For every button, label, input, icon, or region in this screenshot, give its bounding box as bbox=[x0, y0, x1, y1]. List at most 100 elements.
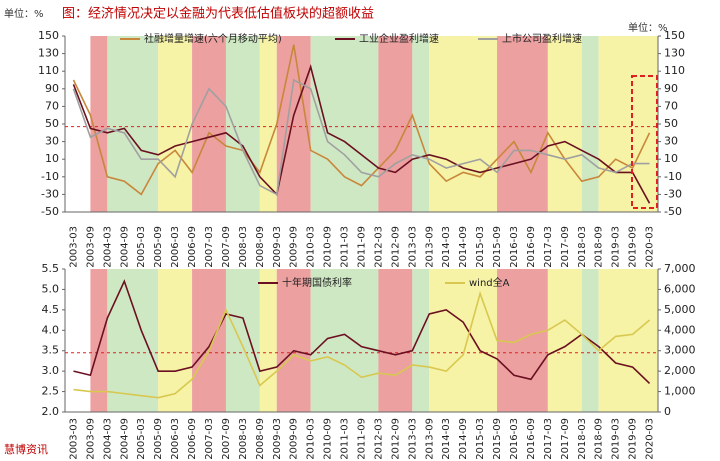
x-tick-label: 2014-03 bbox=[441, 226, 452, 268]
x-tick-label: 2011-03 bbox=[340, 418, 351, 460]
y-tick-label: 3.5 bbox=[42, 344, 60, 357]
x-tick-label: 2017-03 bbox=[543, 226, 554, 268]
regime-band bbox=[429, 269, 498, 412]
x-tick-label: 2006-09 bbox=[187, 418, 198, 460]
x-tick-label: 2003-03 bbox=[68, 418, 79, 460]
x-tick-label: 2008-09 bbox=[255, 418, 266, 460]
x-tick-label: 2010-03 bbox=[306, 418, 317, 460]
x-tick-label: 2013-03 bbox=[407, 418, 418, 460]
x-tick-label: 2004-03 bbox=[102, 418, 113, 460]
x-tick-label: 2008-03 bbox=[238, 418, 249, 460]
x-tick-label: 2020-03 bbox=[645, 418, 656, 460]
series-line bbox=[72, 44, 651, 196]
y-tick-label: 4.0 bbox=[42, 323, 60, 336]
regime-band bbox=[259, 269, 277, 412]
regime-band bbox=[378, 269, 413, 412]
x-tick-label: 2013-03 bbox=[407, 226, 418, 268]
y2-tick-label: 4,000 bbox=[664, 323, 696, 336]
x-tick-label: 2017-09 bbox=[560, 226, 571, 268]
regime-band bbox=[259, 36, 277, 212]
regime-band bbox=[598, 269, 658, 412]
x-tick-label: 2013-09 bbox=[424, 226, 435, 268]
y2-tick-label: -30 bbox=[664, 187, 682, 200]
x-tick-label: 2007-09 bbox=[221, 418, 232, 460]
x-tick-label: 2019-03 bbox=[611, 226, 622, 268]
series-line bbox=[72, 64, 651, 204]
x-tick-label: 2008-03 bbox=[238, 226, 249, 268]
y-tick-label: -30 bbox=[41, 187, 59, 200]
x-tick-label: 2012-09 bbox=[390, 226, 401, 268]
regime-band bbox=[497, 36, 548, 212]
regime-band bbox=[276, 269, 311, 412]
y2-tick-label: 2,000 bbox=[664, 364, 696, 377]
y-tick-label: 110 bbox=[38, 64, 59, 77]
regime-band bbox=[598, 36, 658, 212]
x-tick-label: 2006-03 bbox=[170, 418, 181, 460]
x-tick-label: 2015-03 bbox=[475, 226, 486, 268]
chart-title: 图：经济情况决定以金融为代表低估值板块的超额收益 bbox=[62, 6, 374, 22]
regime-band bbox=[225, 269, 260, 412]
x-tick-label: 2019-09 bbox=[628, 226, 639, 268]
legend-label: 工业企业盈利增速 bbox=[359, 32, 439, 45]
regime-band bbox=[276, 36, 311, 212]
x-tick-label: 2008-09 bbox=[255, 226, 266, 268]
y2-tick-label: 90 bbox=[664, 82, 678, 95]
x-tick-label: 2020-03 bbox=[645, 226, 656, 268]
x-tick-label: 2010-09 bbox=[323, 226, 334, 268]
x-tick-label: 2004-09 bbox=[119, 226, 130, 268]
legend-label: 社融增量增速(六个月移动平均) bbox=[144, 32, 282, 45]
x-tick-label: 2006-03 bbox=[170, 226, 181, 268]
y2-tick-label: 70 bbox=[664, 99, 678, 112]
y2-tick-label: 7,000 bbox=[664, 262, 696, 275]
x-tick-label: 2016-09 bbox=[526, 418, 537, 460]
y2-tick-label: 30 bbox=[664, 135, 678, 148]
y-tick-label: 5.5 bbox=[42, 262, 60, 275]
y2-tick-label: 110 bbox=[664, 64, 685, 77]
y-tick-label: 5.0 bbox=[42, 282, 60, 295]
regime-band bbox=[107, 269, 159, 412]
x-tick-label: 2018-03 bbox=[577, 418, 588, 460]
y-tick-label: 50 bbox=[45, 117, 59, 130]
x-tick-label: 2004-09 bbox=[119, 418, 130, 460]
y-tick-label: 2.0 bbox=[42, 405, 60, 418]
y2-tick-label: 0 bbox=[664, 405, 671, 418]
x-tick-label: 2003-09 bbox=[85, 226, 96, 268]
x-tick-label: 2010-09 bbox=[323, 418, 334, 460]
regime-band bbox=[107, 36, 159, 212]
y2-tick-label: 3,000 bbox=[664, 344, 696, 357]
y2-tick-label: 10 bbox=[664, 152, 678, 165]
y-tick-label: 2.5 bbox=[42, 385, 60, 398]
legend-label: 上市公司盈利增速 bbox=[502, 32, 582, 45]
y-tick-label: 30 bbox=[45, 135, 59, 148]
unit-left: 单位：% bbox=[4, 7, 44, 20]
x-tick-label: 2015-09 bbox=[492, 418, 503, 460]
x-tick-label: 2019-03 bbox=[611, 418, 622, 460]
x-tick-label: 2018-09 bbox=[594, 418, 605, 460]
x-tick-label: 2011-09 bbox=[357, 418, 368, 460]
x-tick-label: 2011-09 bbox=[357, 226, 368, 268]
y2-tick-label: 6,000 bbox=[664, 282, 696, 295]
x-tick-label: 2012-03 bbox=[373, 226, 384, 268]
legend-label: wind全A bbox=[469, 276, 510, 289]
regime-band bbox=[547, 269, 582, 412]
regime-band bbox=[429, 36, 498, 212]
regime-band bbox=[192, 36, 226, 212]
x-tick-label: 2007-09 bbox=[221, 226, 232, 268]
x-tick-label: 2011-03 bbox=[340, 226, 351, 268]
x-tick-label: 2018-03 bbox=[577, 226, 588, 268]
regime-band bbox=[412, 269, 430, 412]
y2-tick-label: 50 bbox=[664, 117, 678, 130]
y-tick-label: -10 bbox=[41, 170, 59, 183]
y-tick-label: 10 bbox=[45, 152, 59, 165]
x-tick-label: 2015-09 bbox=[492, 226, 503, 268]
x-tick-label: 2019-09 bbox=[628, 418, 639, 460]
y2-tick-label: -50 bbox=[664, 205, 682, 218]
x-tick-label: 2017-09 bbox=[560, 418, 571, 460]
y2-tick-label: -10 bbox=[664, 170, 682, 183]
x-tick-label: 2005-09 bbox=[153, 226, 164, 268]
x-tick-label: 2007-03 bbox=[204, 418, 215, 460]
series-line bbox=[73, 290, 651, 399]
x-tick-label: 2012-09 bbox=[390, 418, 401, 460]
regime-band bbox=[90, 36, 108, 212]
